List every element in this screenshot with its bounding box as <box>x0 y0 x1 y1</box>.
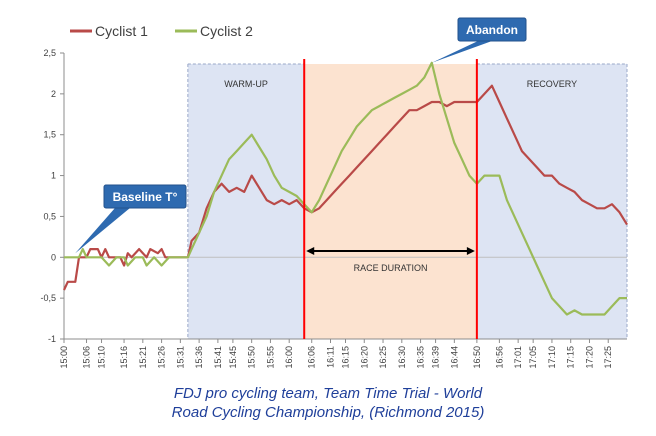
x-tick-label: 16:06 <box>307 346 317 369</box>
x-tick-label: 17:25 <box>603 346 613 369</box>
legend: Cyclist 1 Cyclist 2 <box>70 23 253 39</box>
x-tick-label: 15:41 <box>213 346 223 369</box>
x-tick-label: 17:05 <box>528 346 538 369</box>
x-tick-label: 16:44 <box>449 346 459 369</box>
y-tick-label: 1,5 <box>43 130 56 140</box>
region-labels: WARM-UP RACE DURATION RECOVERY <box>224 79 577 273</box>
line-chart: -1 -0,5 0 0,5 1 1,5 2 2,5 15:00 15:06 15:10 15:16 15… <box>40 17 628 369</box>
x-tick-label: 15:10 <box>97 346 107 369</box>
x-tick-label: 15:55 <box>265 346 275 369</box>
callout-box <box>457 17 527 42</box>
x-tick-label: 15:26 <box>157 346 167 369</box>
x-tick-label: 15:50 <box>247 346 257 369</box>
x-tick-label: 16:15 <box>341 346 351 369</box>
region-bands <box>187 63 628 339</box>
callout-box <box>103 184 187 209</box>
x-tick-label: 15:45 <box>228 346 238 369</box>
series-line <box>63 84 628 291</box>
legend-label: Cyclist 1 <box>95 23 148 39</box>
x-tick-label: 17:15 <box>566 346 576 369</box>
axes: -1 -0,5 0 0,5 1 1,5 2 2,5 15:00 15:06 15:10 15:16 15… <box>40 48 627 369</box>
x-tick-label: 16:50 <box>472 346 482 369</box>
x-tick-label: 16:30 <box>397 346 407 369</box>
x-tick-label: 16:11 <box>325 346 335 368</box>
x-tick-label: 15:00 <box>59 346 69 369</box>
region-band <box>304 64 477 339</box>
x-tick-label: 15:16 <box>119 346 129 369</box>
callout-label: Abandon <box>466 23 518 37</box>
region-label: WARM-UP <box>224 79 268 89</box>
y-tick-label: 1 <box>51 171 56 181</box>
series-line <box>64 61 627 316</box>
y-tick-label: -1 <box>48 334 56 344</box>
callout-label: Baseline T° <box>113 190 178 204</box>
x-tick-label: 15:06 <box>82 346 92 369</box>
x-tick-label: 15:36 <box>194 346 204 369</box>
race-markers <box>303 59 478 339</box>
x-tick-label: 17:01 <box>513 346 523 369</box>
arrow-head-right <box>466 247 475 255</box>
y-tick-label: 0 <box>51 252 56 262</box>
callout-pointer <box>431 41 492 63</box>
x-tick-label: 15:31 <box>175 346 185 369</box>
caption-line-2: Road Cycling Championship, (Richmond 201… <box>171 404 485 421</box>
x-tick-label: 16:39 <box>431 346 441 369</box>
x-tick-label: 16:56 <box>494 346 504 369</box>
x-tick-label: 17:20 <box>584 346 594 369</box>
x-tick-label: 15:21 <box>138 346 148 369</box>
x-tick-label: 16:25 <box>378 346 388 369</box>
x-tick-label: 17:10 <box>547 346 557 369</box>
x-tick-label: 16:20 <box>359 346 369 369</box>
series-lines <box>63 61 628 316</box>
caption-line-1: FDJ pro cycling team, Team Time Trial - … <box>173 385 483 402</box>
callouts: Baseline T° Abandon <box>75 17 527 254</box>
region-band <box>187 64 305 339</box>
y-tick-label: 0,5 <box>43 211 56 221</box>
legend-label: Cyclist 2 <box>200 23 253 39</box>
x-tick-label: 16:00 <box>284 346 294 369</box>
y-tick-label: 2,5 <box>43 48 56 58</box>
arrow-head-left <box>306 247 315 255</box>
x-tick-label: 16:35 <box>416 346 426 369</box>
region-label: RACE DURATION <box>354 263 428 273</box>
region-label: RECOVERY <box>527 79 577 89</box>
y-tick-label: -0,5 <box>40 293 56 303</box>
y-tick-label: 2 <box>51 89 56 99</box>
callout-pointer <box>75 208 130 254</box>
